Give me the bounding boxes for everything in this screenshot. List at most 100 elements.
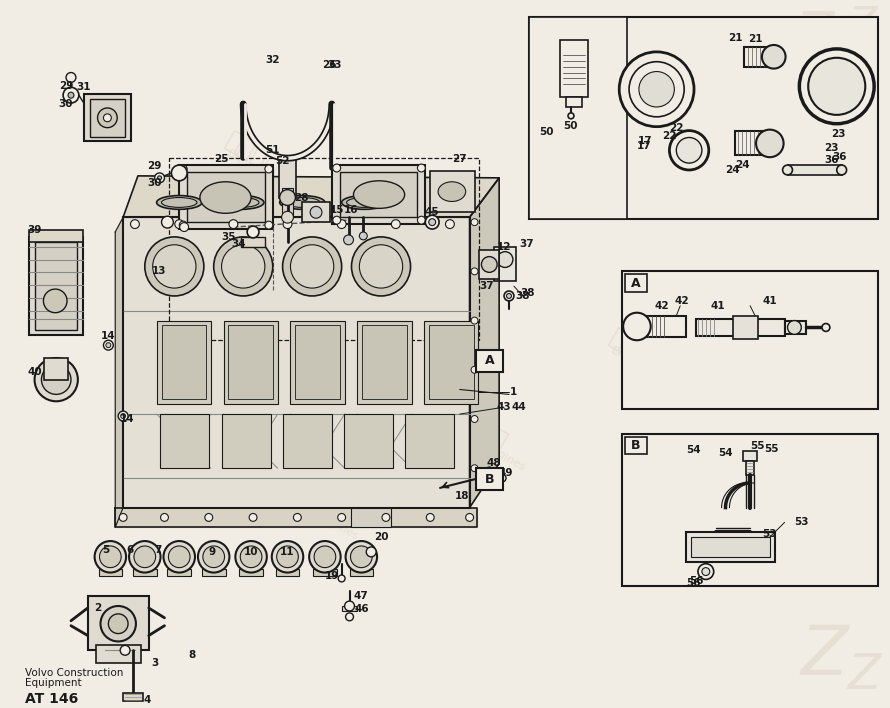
Bar [241,237,265,247]
Text: 35: 35 [222,232,236,242]
Circle shape [837,165,846,175]
Circle shape [360,245,402,288]
Text: 13: 13 [152,266,166,276]
Circle shape [271,541,303,573]
Circle shape [129,541,160,573]
Bar [169,158,480,341]
Circle shape [352,237,410,296]
Circle shape [109,614,128,634]
Text: 23: 23 [831,129,846,139]
Bar [560,40,587,97]
Bar [290,321,344,404]
Bar [179,165,272,229]
Circle shape [35,358,77,401]
Circle shape [788,321,801,334]
Ellipse shape [223,198,259,207]
Bar [475,350,503,372]
Polygon shape [470,178,499,508]
Circle shape [240,546,262,568]
Text: 5: 5 [101,545,109,555]
Circle shape [498,251,513,268]
Text: 20: 20 [374,532,388,542]
Text: 42: 42 [654,301,669,311]
Circle shape [639,72,675,107]
Circle shape [249,513,257,521]
Text: Z: Z [849,4,878,46]
Circle shape [290,245,334,288]
Text: B: B [631,439,641,452]
Ellipse shape [200,182,251,213]
Circle shape [506,294,512,299]
Bar [202,569,225,576]
Polygon shape [116,217,123,527]
Circle shape [344,601,354,611]
Circle shape [164,541,195,573]
Circle shape [174,219,183,229]
Ellipse shape [285,198,320,207]
Bar [223,321,278,404]
Circle shape [426,513,434,521]
Circle shape [782,165,792,175]
Text: 47: 47 [354,591,368,601]
Text: B: B [484,472,494,486]
Circle shape [367,547,376,556]
Circle shape [42,365,71,394]
Circle shape [429,219,435,226]
Text: Z: Z [827,47,851,81]
Bar [159,414,209,468]
Bar [529,18,878,219]
Bar [785,321,806,334]
Text: 53: 53 [795,518,809,527]
Circle shape [702,568,709,576]
Bar [362,326,407,399]
Text: 34: 34 [231,239,246,249]
Text: 柴发动力: 柴发动力 [388,256,452,307]
Text: Volvo Construction: Volvo Construction [25,668,123,678]
Text: 3: 3 [151,658,158,668]
Bar [283,414,332,468]
Text: Diesel-Engines: Diesel-Engines [156,345,232,394]
Text: 52: 52 [275,156,290,166]
Circle shape [392,219,401,229]
Circle shape [44,289,67,313]
Bar [475,468,503,490]
Text: 12: 12 [497,241,512,252]
Text: 22: 22 [669,122,684,132]
Text: 39: 39 [28,225,42,235]
Bar [279,158,296,198]
Text: 8: 8 [189,650,196,661]
Text: 30: 30 [148,178,162,188]
Bar [625,437,647,455]
Text: 23: 23 [824,143,839,154]
Text: 36: 36 [832,152,846,162]
Bar [295,326,340,399]
Bar [28,230,83,242]
Circle shape [203,546,224,568]
Bar [425,321,479,404]
Ellipse shape [342,195,387,210]
Text: 53: 53 [763,529,777,539]
Text: 55: 55 [749,440,765,450]
Circle shape [310,207,322,218]
Bar [344,414,392,468]
Circle shape [134,546,156,568]
Bar [99,569,122,576]
Text: 44: 44 [512,402,526,412]
Text: 柴发动力: 柴发动力 [152,325,216,375]
Polygon shape [116,508,477,527]
Text: 50: 50 [539,127,554,137]
Circle shape [118,411,128,421]
Bar [157,321,211,404]
Ellipse shape [157,195,202,210]
Circle shape [619,52,694,127]
Bar [696,319,785,336]
Text: 26: 26 [322,59,337,69]
Text: 19: 19 [325,571,339,581]
Circle shape [63,87,79,103]
Bar [281,188,294,217]
Bar [744,47,773,67]
Circle shape [762,45,786,69]
Text: 25: 25 [214,154,229,164]
Bar [303,202,330,222]
Text: 4: 4 [143,695,150,704]
